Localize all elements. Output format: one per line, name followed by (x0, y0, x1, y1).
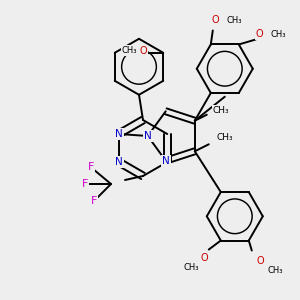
Text: F: F (82, 179, 88, 189)
Text: O: O (256, 29, 264, 40)
Text: O: O (212, 16, 220, 26)
Text: CH₃: CH₃ (226, 16, 242, 25)
Text: O: O (201, 253, 208, 262)
Text: CH₃: CH₃ (217, 133, 233, 142)
Text: O: O (257, 256, 265, 266)
Text: F: F (91, 196, 97, 206)
Text: N: N (144, 131, 152, 141)
Text: CH₃: CH₃ (183, 263, 199, 272)
Text: CH₃: CH₃ (270, 30, 286, 39)
Text: CH₃: CH₃ (212, 106, 229, 115)
Text: CH₃: CH₃ (267, 266, 283, 275)
Text: N: N (115, 129, 123, 139)
Text: O: O (140, 46, 147, 56)
Text: N: N (162, 156, 170, 166)
Text: CH₃: CH₃ (122, 46, 137, 55)
Text: N: N (115, 157, 123, 167)
Text: F: F (88, 162, 94, 172)
